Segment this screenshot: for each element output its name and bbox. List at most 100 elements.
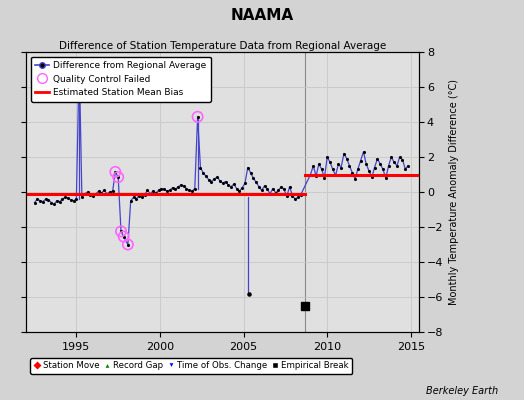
Text: Berkeley Earth: Berkeley Earth <box>425 386 498 396</box>
Point <box>177 182 185 188</box>
Point <box>149 188 157 194</box>
Point <box>151 190 160 196</box>
Point <box>373 156 381 162</box>
Point <box>196 164 205 171</box>
Point <box>78 194 86 200</box>
Point <box>39 198 47 205</box>
Point <box>56 198 64 205</box>
Point <box>117 228 125 234</box>
Point <box>221 178 230 185</box>
Point <box>354 166 362 172</box>
Point <box>117 228 125 234</box>
Point <box>244 290 253 297</box>
Point <box>348 170 356 176</box>
Point <box>213 174 221 180</box>
Point <box>135 192 143 199</box>
Point <box>174 184 182 190</box>
Point <box>376 161 385 167</box>
Point <box>294 194 302 200</box>
Point <box>297 192 305 198</box>
Point <box>166 187 174 194</box>
Point <box>326 159 334 166</box>
Point <box>155 187 163 194</box>
Point <box>244 164 252 171</box>
Point <box>224 182 233 188</box>
Point <box>163 188 171 194</box>
Point <box>97 190 106 196</box>
Point <box>72 196 81 202</box>
Point <box>282 193 291 200</box>
Point <box>387 154 396 160</box>
Point <box>30 199 39 206</box>
Point <box>33 196 41 202</box>
Point <box>143 187 151 194</box>
Point <box>146 190 155 197</box>
Point <box>404 162 412 169</box>
Point <box>103 190 111 197</box>
Point <box>232 185 241 192</box>
Point <box>238 184 246 191</box>
Point <box>343 156 351 162</box>
Point <box>36 198 44 204</box>
Point <box>307 171 315 178</box>
Point <box>193 114 202 120</box>
Text: NAAMA: NAAMA <box>231 8 293 23</box>
Point <box>312 173 320 180</box>
Point <box>106 189 114 195</box>
Point <box>246 170 255 176</box>
Point <box>334 161 343 167</box>
Point <box>114 174 123 180</box>
Point <box>323 154 331 160</box>
Point <box>191 185 199 192</box>
Point <box>100 187 108 194</box>
Point <box>44 197 52 203</box>
Point <box>318 166 326 172</box>
Point <box>92 190 100 197</box>
Point <box>126 198 135 204</box>
Point <box>64 195 72 201</box>
Point <box>52 198 61 204</box>
Point <box>263 186 271 192</box>
Point <box>50 201 58 208</box>
Point <box>111 169 119 175</box>
Title: Difference of Station Temperature Data from Regional Average: Difference of Station Temperature Data f… <box>59 41 386 51</box>
Point <box>370 164 379 171</box>
Point <box>124 241 132 248</box>
Point <box>199 170 208 176</box>
Point <box>111 169 119 175</box>
Point <box>86 192 94 198</box>
Point <box>69 198 78 204</box>
Point <box>356 157 365 164</box>
Point <box>83 189 92 195</box>
Point <box>210 176 219 182</box>
Point <box>257 187 266 194</box>
Point <box>291 196 299 202</box>
Point <box>277 184 286 190</box>
Point <box>81 190 89 197</box>
Point <box>94 188 103 194</box>
Point <box>58 196 67 202</box>
Point <box>345 162 354 169</box>
Point <box>331 172 340 178</box>
Point <box>157 185 166 192</box>
Point <box>132 196 140 202</box>
Point <box>269 185 277 192</box>
Point <box>140 192 149 198</box>
Point <box>252 179 260 186</box>
Point <box>280 186 288 192</box>
Point <box>193 114 202 120</box>
Point <box>260 183 269 189</box>
Point <box>396 154 404 160</box>
Point <box>89 192 97 199</box>
Point <box>266 190 274 197</box>
Point <box>138 194 146 200</box>
Point <box>274 187 282 194</box>
Point <box>241 180 249 186</box>
Point <box>271 190 280 196</box>
Point <box>359 148 368 155</box>
Point <box>351 176 359 182</box>
Point <box>315 161 323 167</box>
Point <box>365 168 373 174</box>
Point <box>230 181 238 187</box>
Point <box>216 178 224 184</box>
